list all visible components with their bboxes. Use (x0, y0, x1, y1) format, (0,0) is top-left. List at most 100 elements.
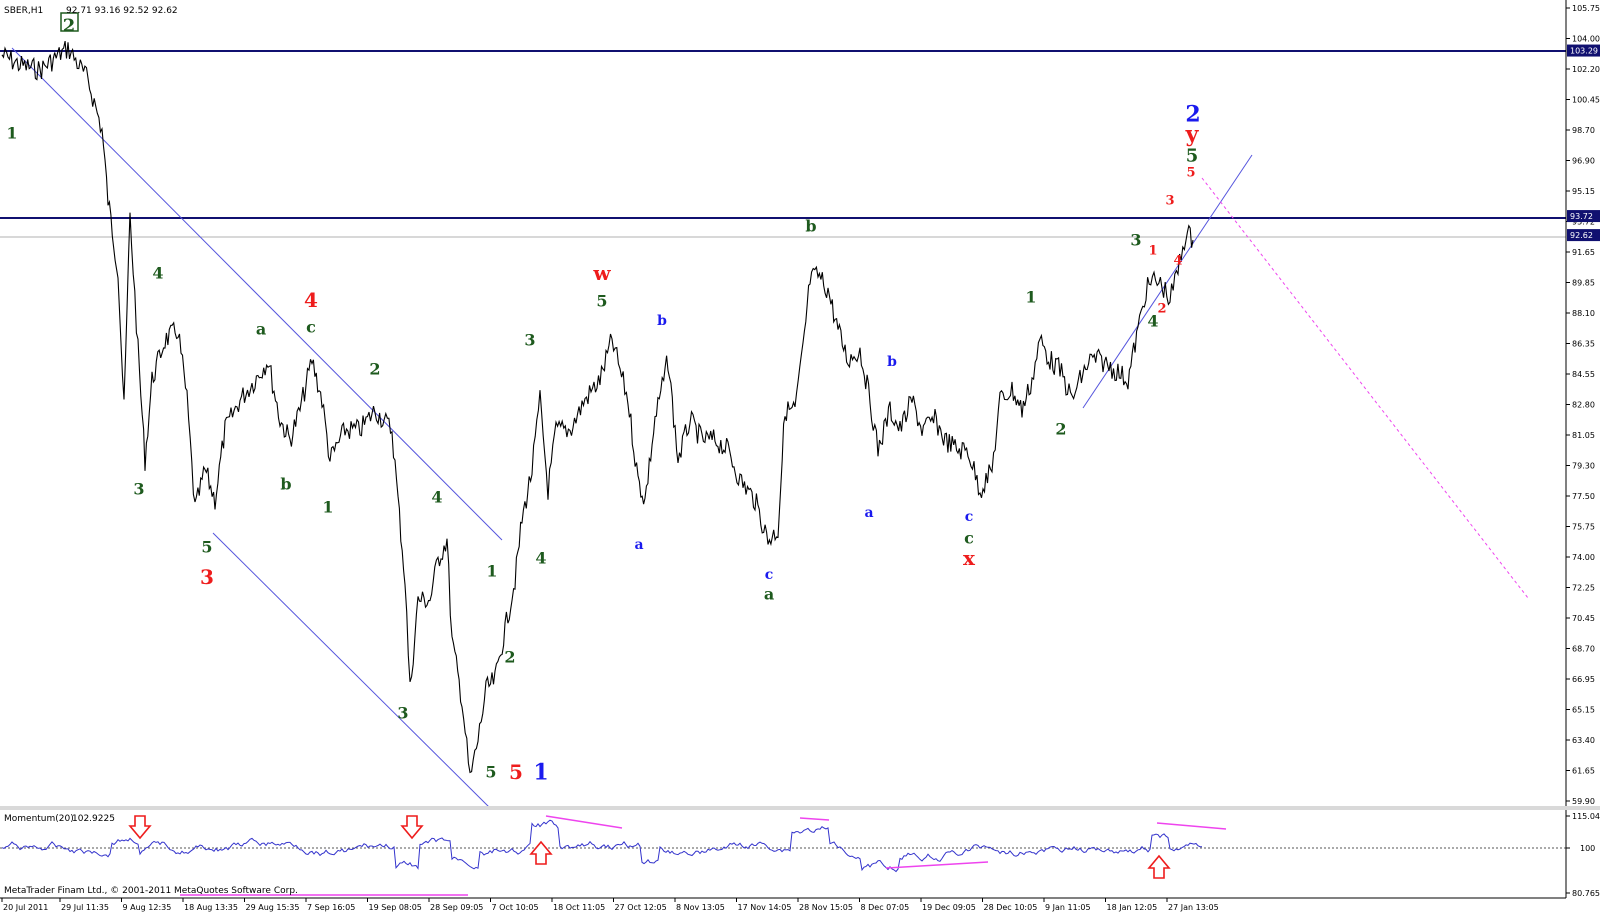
time-axis-label: 27 Jan 13:05 (1168, 903, 1219, 912)
wave-label: a (864, 505, 873, 521)
wave-label: 4 (152, 264, 163, 283)
wave-label: 2 (63, 15, 76, 36)
wave-label: c (765, 567, 774, 583)
time-axis-label: 28 Sep 09:05 (430, 903, 483, 912)
divergence-line-1[interactable] (545, 815, 623, 829)
wave-label: 4 (1173, 254, 1182, 269)
wave-label: 5 (201, 538, 212, 557)
wave-label: c (964, 529, 974, 548)
time-axis-label: 18 Jan 12:05 (1107, 903, 1158, 912)
wave-label: b (280, 475, 291, 494)
wave-label: 3 (1165, 194, 1174, 209)
price-tag: 93.72 (1570, 212, 1593, 221)
time-axis-label: 19 Dec 09:05 (922, 903, 976, 912)
wave-label: 2 (504, 648, 515, 667)
time-axis-label: 19 Sep 08:05 (369, 903, 422, 912)
price-axis-label: 72.25 (1572, 584, 1595, 593)
ohlc-values: 92.71 93.16 92.52 92.62 (66, 6, 178, 16)
divergence-line-3[interactable] (1156, 822, 1227, 830)
price-axis-label: 74.00 (1572, 553, 1595, 562)
momentum-axis[interactable]: 115.0400 100 80.7655 (1565, 810, 1600, 898)
wave-label: 3 (524, 331, 535, 350)
wave-label: 5 (1186, 166, 1195, 181)
wave-label: b (657, 313, 667, 329)
wave-label: 1 (6, 124, 17, 143)
momentum-axis-label: 100 (1580, 844, 1595, 853)
price-tag-background (1567, 44, 1600, 57)
wave-label: 5 (1186, 145, 1199, 166)
price-tag-background (1567, 210, 1600, 223)
wave-label: 3 (200, 565, 214, 589)
price-axis-label: 100.45 (1572, 96, 1600, 105)
time-axis[interactable]: 20 Jul 2011 29 Jul 11:35 9 Aug 12:35 18 Aug… (0, 897, 1566, 912)
wave-label: b (887, 354, 897, 370)
time-axis-label: 28 Nov 15:05 (799, 903, 853, 912)
price-axis-label: 105.75 (1572, 4, 1600, 13)
time-axis-label: 7 Oct 10:05 (492, 903, 539, 912)
time-axis-label: 18 Aug 13:35 (184, 903, 238, 912)
wave-label: 1 (486, 562, 497, 581)
price-axis-label: 79.30 (1572, 462, 1595, 471)
wave-label-box (60, 12, 79, 32)
price-axis[interactable]: 105.75 104.00 102.20 100.45 98.70 96.90 95.15 9… (1565, 0, 1600, 806)
price-axis-label: 91.65 (1572, 248, 1595, 257)
price-axis-label: 98.70 (1572, 126, 1595, 135)
time-axis-label: 29 Aug 15:35 (246, 903, 300, 912)
price-axis-label: 63.40 (1572, 736, 1595, 745)
price-axis-label: 89.85 (1572, 279, 1595, 288)
wave-label: c (965, 509, 974, 525)
time-axis-label: 28 Dec 10:05 (984, 903, 1038, 912)
symbol-label: SBER,H1 (4, 6, 43, 16)
price-axis-label: 65.15 (1572, 706, 1595, 715)
up-arrow-icon (529, 840, 553, 865)
divergence-line-2[interactable] (799, 817, 830, 821)
wave-label: 5 (509, 760, 523, 784)
price-axis-label: 95.15 (1572, 187, 1595, 196)
price-axis-label: 66.95 (1572, 675, 1595, 684)
wave-label: 2 (1157, 302, 1166, 317)
wave-label: 5 (596, 292, 607, 311)
price-axis-label: 84.55 (1572, 370, 1595, 379)
pane-separator[interactable] (0, 806, 1600, 810)
wave-label: y (1185, 122, 1200, 148)
down-arrow-icon (400, 815, 424, 840)
momentum-axis-label: 80.7655 (1572, 889, 1600, 898)
indicator-value: 102.9225 (72, 814, 115, 824)
wave-label: 3 (397, 704, 408, 723)
down-arrow-icon (128, 815, 152, 840)
price-axis-label: 104.00 (1572, 35, 1600, 44)
copyright-text: MetaTrader Finam Ltd., © 2001-2011 MetaQ… (4, 886, 298, 896)
price-axis-label: 61.65 (1572, 767, 1595, 776)
channel-upper-line[interactable] (11, 47, 503, 541)
wave-label: b (805, 217, 816, 236)
price-pane-background (0, 0, 1566, 806)
time-axis-label: 9 Aug 12:35 (123, 903, 172, 912)
momentum-line[interactable] (1, 819, 1203, 873)
price-axis-label: 88.10 (1572, 309, 1595, 318)
price-tag: 92.62 (1570, 231, 1593, 240)
wave-label: w (592, 261, 611, 285)
price-axis-label: 68.70 (1572, 645, 1595, 654)
price-axis-label: 82.80 (1572, 401, 1595, 410)
indicator-name: Momentum(20) (4, 814, 74, 824)
channel-lower-line[interactable] (212, 532, 491, 809)
time-axis-label: 8 Nov 13:05 (676, 903, 725, 912)
wave-label: 1 (533, 760, 548, 786)
time-axis-label: 29 Jul 11:35 (61, 903, 109, 912)
wave-label: 5 (485, 763, 496, 782)
momentum-pane[interactable]: Momentum(20) 102.9225 MetaTrader Finam L… (0, 810, 1566, 898)
divergence-line-4[interactable] (885, 861, 989, 869)
projected-decline-line[interactable] (1201, 177, 1529, 599)
time-axis-label: 20 Jul 2011 (3, 903, 48, 912)
time-axis-label: 17 Nov 14:05 (738, 903, 792, 912)
wave-label: 4 (431, 488, 442, 507)
wave-label: 2 (369, 360, 380, 379)
price-bars[interactable] (1, 40, 1194, 774)
wave-label: a (256, 320, 266, 339)
wave-label: 2 (1055, 420, 1066, 439)
price-axis-label: 59.90 (1572, 797, 1595, 806)
price-axis-label: 86.35 (1572, 340, 1595, 349)
momentum-pane-background (0, 810, 1566, 898)
